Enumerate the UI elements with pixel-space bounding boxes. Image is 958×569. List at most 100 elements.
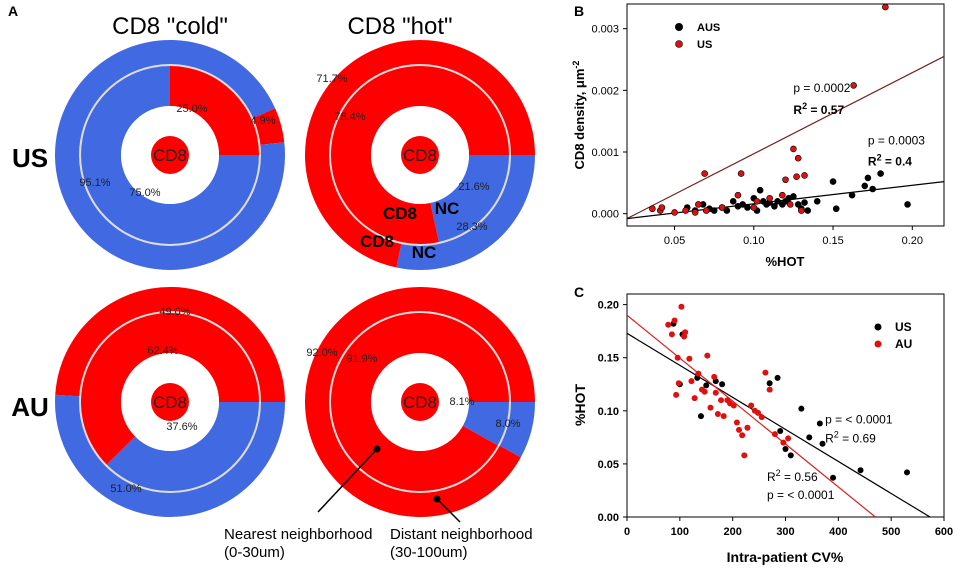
us-cold-ring-separator [79,64,261,246]
panel-c-point-au-4 [674,354,681,361]
panel-b-ylabel-text: CD8 density, μm-2 [571,61,587,170]
au-hot-core [401,383,439,421]
callout-dot-nearest [373,445,381,453]
us-cold-center-label: CD8 [153,146,187,165]
us-cold-core [151,136,189,174]
panel-c-xtick-label-0: 0 [624,526,630,538]
panel-c-point-au-35 [766,386,773,393]
panel-c-xtick-label-1: 100 [671,526,689,538]
panel-c-ytick-label-0: 0.00 [598,512,619,524]
legend-label-aus: AUS [697,22,720,34]
panel-b-ytick-label-0: 0.000 [591,209,619,221]
panel-b-point-us-11 [737,170,745,177]
panel-c-annotation-2: R2 = 0.56 [767,468,818,484]
au-cold-outer-label-1: 49.0% [159,306,190,318]
panel-c-ytick-label-3: 0.15 [598,353,619,365]
panel-c-ylabel: %HOT [572,384,588,426]
panel-b-ylabel-sup: -2 [571,61,581,69]
panel-b-point-us-8 [702,207,710,214]
panel-b-point-aus-27 [813,198,821,205]
au-hot-center-label: CD8 [403,393,437,412]
us-cold-inner-slice-0 [170,66,259,155]
panel-b-point-us-15 [779,191,786,199]
us-hot-center-label: CD8 [403,146,437,165]
panel-b-point-aus-30 [848,191,856,199]
panel-c-point-us-19 [904,469,911,476]
panel-c-point-au-0 [665,321,672,328]
panel-c-point-au-15 [704,352,711,359]
callout-dot-distant [433,495,441,503]
panel-c-point-au-11 [691,395,698,402]
callout-distant-line2: (30-100um) [390,544,468,561]
panel-b-annotations: p = 0.0002 R2 = 0.57 p = 0.0003 R2 = 0.4 [793,81,925,168]
panel-b-point-aus-33 [869,185,876,193]
panel-c-point-au-2 [671,317,678,324]
panel-c-axes: 0 100 200 300 400 500 600 0.00 0.05 0.10 0.15 0.20 [598,300,954,538]
panel-c-xtick-label-6: 600 [935,526,953,538]
panel-a-letter: A [8,3,18,19]
panel-b-point-us-6 [695,201,702,208]
panel-b-axes: 0.05 0.10 0.15 0.20 0.000 0.001 0.002 0.003 [591,24,923,247]
legend-label-au-c: AU [895,337,912,351]
callout-distant-line1: Distant neighborhood [390,526,533,543]
panel-c-point-us-4 [697,413,704,420]
au-cold-inner-slice-0 [106,402,259,491]
panel-b: B 0.05 0.10 0.15 0.20 0.000 0.001 0.002 0.003 p… [571,3,945,269]
us-hot-inner-label-0: 21.6% [458,181,489,193]
panel-c-point-us-11 [782,446,789,453]
panel-c-point-au-19 [714,410,721,417]
row-label-us: US [12,143,48,173]
panel-b-legend: AUS US [675,22,720,51]
panel-c-point-au-12 [695,370,702,377]
panel-b-point-us-16 [782,176,789,184]
panel-c-legend: US AU [874,320,912,351]
au-cold-outer-label-0: 51.0% [110,483,141,495]
panel-c-point-au-32 [755,409,762,416]
panel-c-annotation-0: p = < 0.0001 [825,413,893,427]
au-cold-center-label: CD8 [153,393,187,412]
au-cold-core [151,383,189,421]
panel-b-point-aus-10 [744,204,751,211]
panel-b-xtick-label-3: 0.20 [902,235,923,247]
panel-b-point-us-22 [801,172,808,179]
panel-c-xtick-label-4: 400 [829,526,847,538]
panel-c-point-us-16 [819,440,826,447]
panel-c-point-au-36 [771,431,778,438]
panel-c-fits [627,314,932,517]
panel-b-point-us-7 [701,170,708,177]
panel-c-point-us-7 [719,381,726,388]
panel-c-point-us-12 [787,452,794,459]
panel-c-annotations: p = < 0.0001 R2 = 0.69 R2 = 0.56 p = < 0.00… [767,413,893,502]
panel-c-point-au-6 [678,303,685,310]
panel-c-point-au-10 [688,378,695,385]
panel-c-point-au-9 [686,355,693,362]
panel-c-xtick-label-2: 200 [723,526,741,538]
panel-b-point-aus-4 [710,207,718,214]
au-cold-inner-label-1: 62.4% [147,345,178,357]
panel-c-point-au-24 [730,402,737,409]
panel-b-annotation-1: R2 = 0.57 [793,101,844,117]
panel-c-point-au-8 [682,329,689,336]
callout-line-nearest [317,448,378,513]
panel-b-point-aus-17 [771,202,778,210]
slice-tag-outer-hot: CD8 [360,232,394,251]
us-cold-outer-label-0: 4.9% [250,115,275,127]
panel-c-point-au-18 [712,389,719,396]
panel-c-point-au-17 [711,373,718,380]
panel-b-point-us-13 [753,198,761,205]
panel-b-point-us-9 [718,204,726,211]
panel-b-point-us-17 [786,201,794,208]
panel-c-point-au-21 [720,413,727,420]
au-hot-ring-separator [329,311,511,493]
panel-b-point-us-14 [766,194,773,202]
panel-b-ytick-label-3: 0.003 [591,24,619,36]
us-hot-ring-separator [329,64,511,246]
panel-a: A CD8 "cold" CD8 "hot" US AU CD8 4.9% 95.1… [8,3,535,561]
legend-label-us: US [697,39,712,51]
panel-c-point-au-37 [780,439,787,446]
panel-b-point-us-23 [850,82,857,89]
panel-c-letter: C [574,284,584,300]
panel-b-point-aus-31 [861,182,869,190]
donut-au-hot: CD8 8.0% 92.0% 8.1% 91.9% [305,287,535,517]
